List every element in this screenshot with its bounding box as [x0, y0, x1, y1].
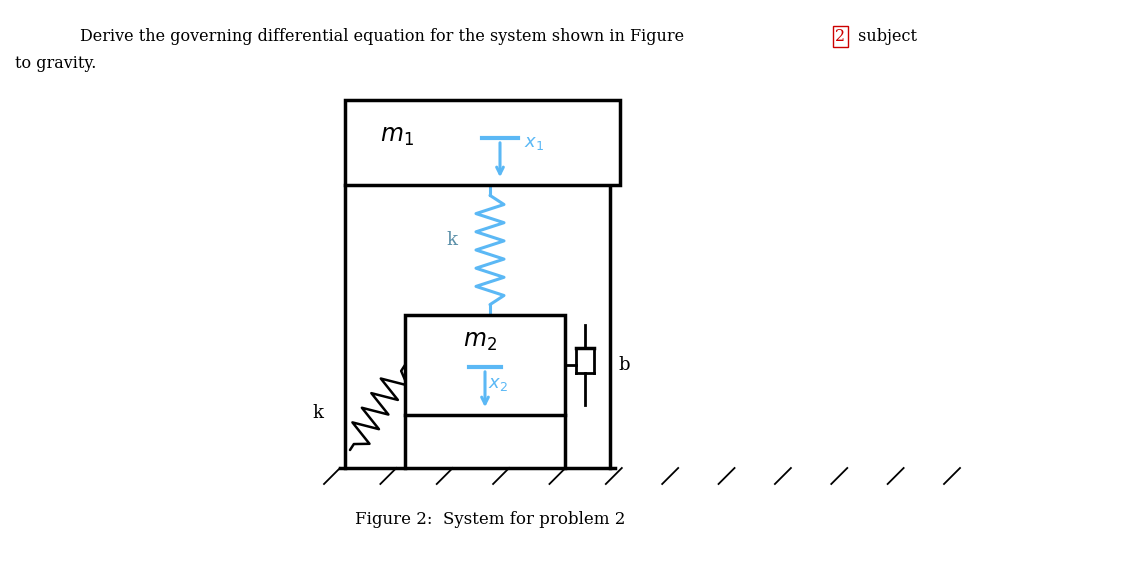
Text: to gravity.: to gravity. [15, 55, 96, 72]
Text: Derive the governing differential equation for the system shown in Figure: Derive the governing differential equati… [80, 28, 689, 45]
Text: k: k [312, 403, 323, 421]
Bar [405, 315, 565, 415]
Text: Figure 2:  System for problem 2: Figure 2: System for problem 2 [355, 512, 625, 528]
Text: $m_2$: $m_2$ [464, 330, 497, 353]
Text: subject: subject [853, 28, 917, 45]
Text: b: b [618, 356, 629, 374]
Text: 2: 2 [835, 28, 845, 45]
Text: $x_1$: $x_1$ [525, 134, 544, 152]
Bar [345, 100, 620, 185]
Text: k: k [447, 231, 458, 249]
Text: $m_1$: $m_1$ [380, 125, 414, 148]
Text: $x_2$: $x_2$ [488, 375, 508, 393]
